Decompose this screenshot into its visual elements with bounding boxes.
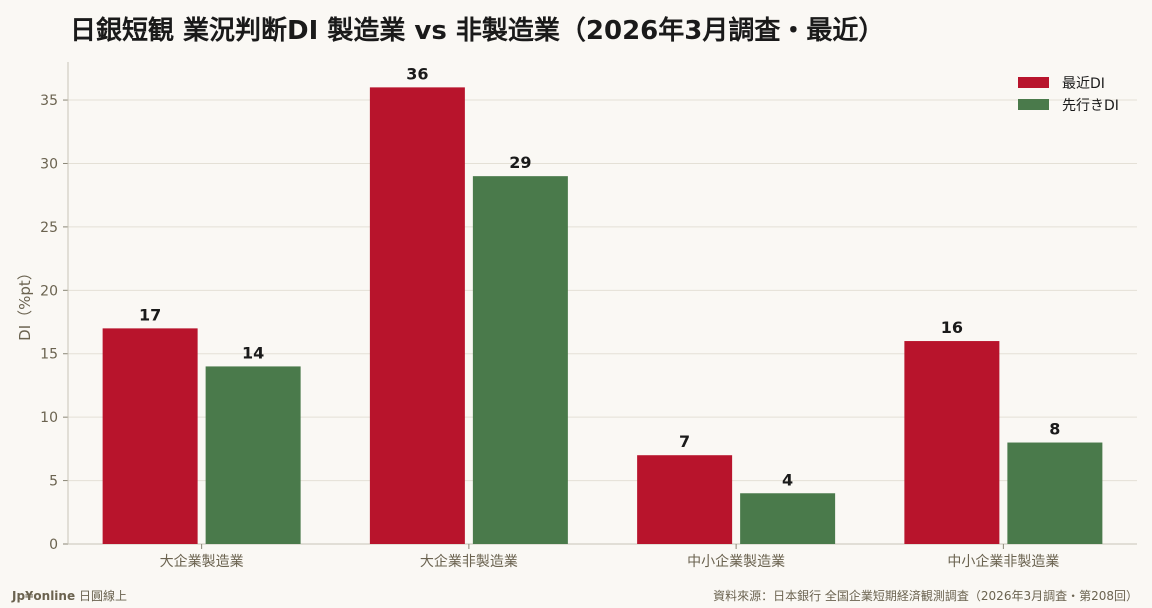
legend-swatch bbox=[1018, 99, 1049, 110]
bar bbox=[904, 341, 1000, 544]
bar bbox=[102, 328, 198, 544]
y-tick-label: 25 bbox=[40, 220, 58, 236]
footer-brand: Jp¥online 日圓線上 bbox=[12, 587, 127, 604]
data-label: 16 bbox=[941, 318, 963, 337]
y-tick-label: 0 bbox=[49, 537, 58, 553]
y-tick-label: 10 bbox=[40, 410, 58, 426]
y-tick-label: 20 bbox=[40, 283, 58, 299]
legend-label: 最近DI bbox=[1062, 76, 1105, 92]
bar bbox=[369, 87, 465, 545]
data-label: 14 bbox=[242, 343, 264, 362]
brand-logo-text: Jp¥online bbox=[12, 589, 76, 603]
data-label: 8 bbox=[1049, 420, 1060, 439]
bar bbox=[472, 176, 568, 544]
bar bbox=[1007, 442, 1103, 544]
data-label: 36 bbox=[406, 64, 428, 83]
legend-label: 先行きDI bbox=[1062, 98, 1119, 114]
y-axis-label: DI（%pt） bbox=[16, 265, 34, 341]
chart-title: 日銀短観 業況判断DI 製造業 vs 非製造業（2026年3月調査・最近） bbox=[70, 16, 885, 46]
x-tick-label: 大企業非製造業 bbox=[420, 553, 518, 570]
source-note: 資料來源：日本銀行 全国企業短期経済観測調査（2026年3月調査・第208回） bbox=[713, 589, 1138, 603]
data-label: 7 bbox=[679, 432, 690, 451]
y-tick-label: 15 bbox=[40, 347, 58, 363]
y-tick-label: 35 bbox=[40, 93, 58, 109]
y-tick-label: 5 bbox=[49, 474, 58, 490]
bar bbox=[205, 366, 301, 544]
x-tick-label: 中小企業非製造業 bbox=[947, 553, 1059, 570]
bar bbox=[740, 493, 836, 544]
bar bbox=[637, 455, 733, 544]
data-label: 29 bbox=[509, 153, 531, 172]
data-label: 4 bbox=[782, 470, 793, 489]
y-tick-label: 30 bbox=[40, 156, 58, 172]
brand-suffix: 日圓線上 bbox=[78, 589, 127, 603]
x-tick-label: 大企業製造業 bbox=[160, 553, 244, 570]
data-label: 17 bbox=[139, 305, 161, 324]
legend-swatch bbox=[1018, 77, 1049, 88]
x-tick-label: 中小企業製造業 bbox=[687, 553, 785, 570]
